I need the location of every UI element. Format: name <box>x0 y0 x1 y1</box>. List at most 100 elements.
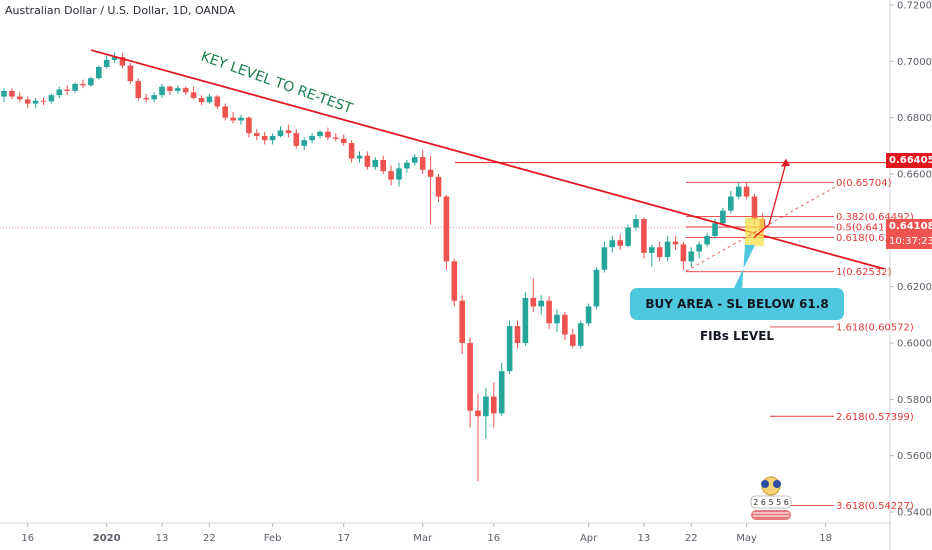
candle-body <box>269 135 276 141</box>
candle-body <box>649 247 655 253</box>
candle-body <box>96 66 102 79</box>
candle-body <box>459 300 465 343</box>
candle-body <box>491 396 497 414</box>
candle-body <box>72 83 78 91</box>
candle-body <box>538 300 544 307</box>
candle-body <box>206 96 213 103</box>
candle-body <box>293 133 300 146</box>
time-tick-label: Mar <box>413 533 433 544</box>
candle-body <box>372 159 379 167</box>
buy-zone-highlight[interactable] <box>745 217 764 246</box>
candle-body <box>17 96 23 100</box>
candle-body <box>340 138 347 144</box>
candle-body <box>182 88 189 93</box>
fib-level-label: 0(0.65704) <box>836 178 892 189</box>
time-tick-label: 16 <box>487 533 500 544</box>
time-tick-label: 22 <box>685 533 698 544</box>
candle-body <box>530 297 537 307</box>
candle-body <box>254 133 260 136</box>
fib-level-label: 0.618(0.63744) <box>836 233 914 244</box>
time-tick-label: 13 <box>156 533 169 544</box>
candle-body <box>720 210 726 224</box>
candle-body <box>680 244 687 262</box>
candle-body <box>585 306 592 324</box>
candle-body <box>56 89 63 96</box>
time-tick-label: 16 <box>21 533 34 544</box>
drawings-group[interactable] <box>90 49 885 290</box>
candle-body <box>656 247 663 258</box>
candle-body <box>506 326 513 372</box>
candle-body <box>103 59 110 67</box>
candle-body <box>570 334 576 346</box>
candle-body <box>688 251 695 262</box>
fib-level-label: 1(0.62532) <box>836 267 892 278</box>
time-tick-label: Feb <box>264 533 282 544</box>
candle-body <box>143 97 149 100</box>
candle-body <box>356 155 363 159</box>
candle-body <box>404 162 410 169</box>
candle-body <box>111 57 118 60</box>
time-tick-label: 17 <box>337 533 350 544</box>
candle-body <box>151 95 157 100</box>
candle-body <box>24 99 31 104</box>
candle-body <box>198 97 205 103</box>
candle-body <box>48 95 55 102</box>
candle-body <box>419 157 426 170</box>
time-axis[interactable]: 16 2020 13 22 Feb 17 Mar 16 Apr 13 22 May 18 <box>21 523 832 544</box>
candle-body <box>696 244 702 252</box>
candle-body <box>514 326 521 343</box>
candle-body <box>364 155 371 167</box>
fibonacci-extension[interactable]: 0(0.65704) 0.382(0.64492)0.5(0.64118)0.61… <box>686 178 914 512</box>
candle-body <box>230 117 236 121</box>
candle-body <box>40 100 47 102</box>
buy-area-callout[interactable]: BUY AREA - SL BELOW 61.8 FIBs LEVEL <box>630 288 844 343</box>
fib-level-label: 0.382(0.64492) <box>836 212 914 223</box>
time-tick-label: May <box>736 533 757 544</box>
candle-body <box>554 314 560 324</box>
candle-body <box>222 106 228 118</box>
candle-body <box>175 88 181 91</box>
time-tick-label: 13 <box>638 533 651 544</box>
candle-body <box>728 196 734 211</box>
candle-body <box>135 81 142 98</box>
candle-body <box>475 410 481 417</box>
candles-group <box>1 52 766 482</box>
fib-level-label: 2.618(0.57399) <box>836 412 914 423</box>
projection-arrow[interactable] <box>753 162 787 238</box>
candle-body <box>167 86 173 91</box>
price-tick-label: 0.54000 <box>897 508 932 519</box>
candle-body <box>333 137 339 139</box>
candle-body <box>664 241 671 258</box>
fib-level-label: 1.618(0.60572) <box>836 322 914 333</box>
candle-body <box>238 117 244 121</box>
candle-body <box>127 65 134 82</box>
candle-body <box>317 131 323 136</box>
fib-anchor-dashed-line[interactable] <box>685 184 839 272</box>
candle-body <box>625 227 631 246</box>
fib-level-label: 3.618(0.54227) <box>836 501 914 512</box>
candle-body <box>261 135 268 141</box>
candle-body <box>1 90 7 97</box>
candle-body <box>427 169 434 177</box>
candle-body <box>609 240 616 248</box>
candle-body <box>64 89 70 91</box>
candle-body <box>309 135 315 141</box>
candle-body <box>562 314 568 335</box>
candle-body <box>704 235 710 245</box>
candle-body <box>601 247 608 270</box>
candle-body <box>633 219 639 228</box>
candle-body <box>277 130 284 136</box>
candle-body <box>88 78 94 86</box>
candle-body <box>546 300 552 324</box>
candle-body <box>348 143 355 159</box>
key-level-price-tag: 0.66405 <box>886 153 932 168</box>
time-tick-label: 22 <box>203 533 216 544</box>
candle-body <box>751 196 758 220</box>
candle-body <box>522 297 529 343</box>
candle-body <box>325 131 331 138</box>
